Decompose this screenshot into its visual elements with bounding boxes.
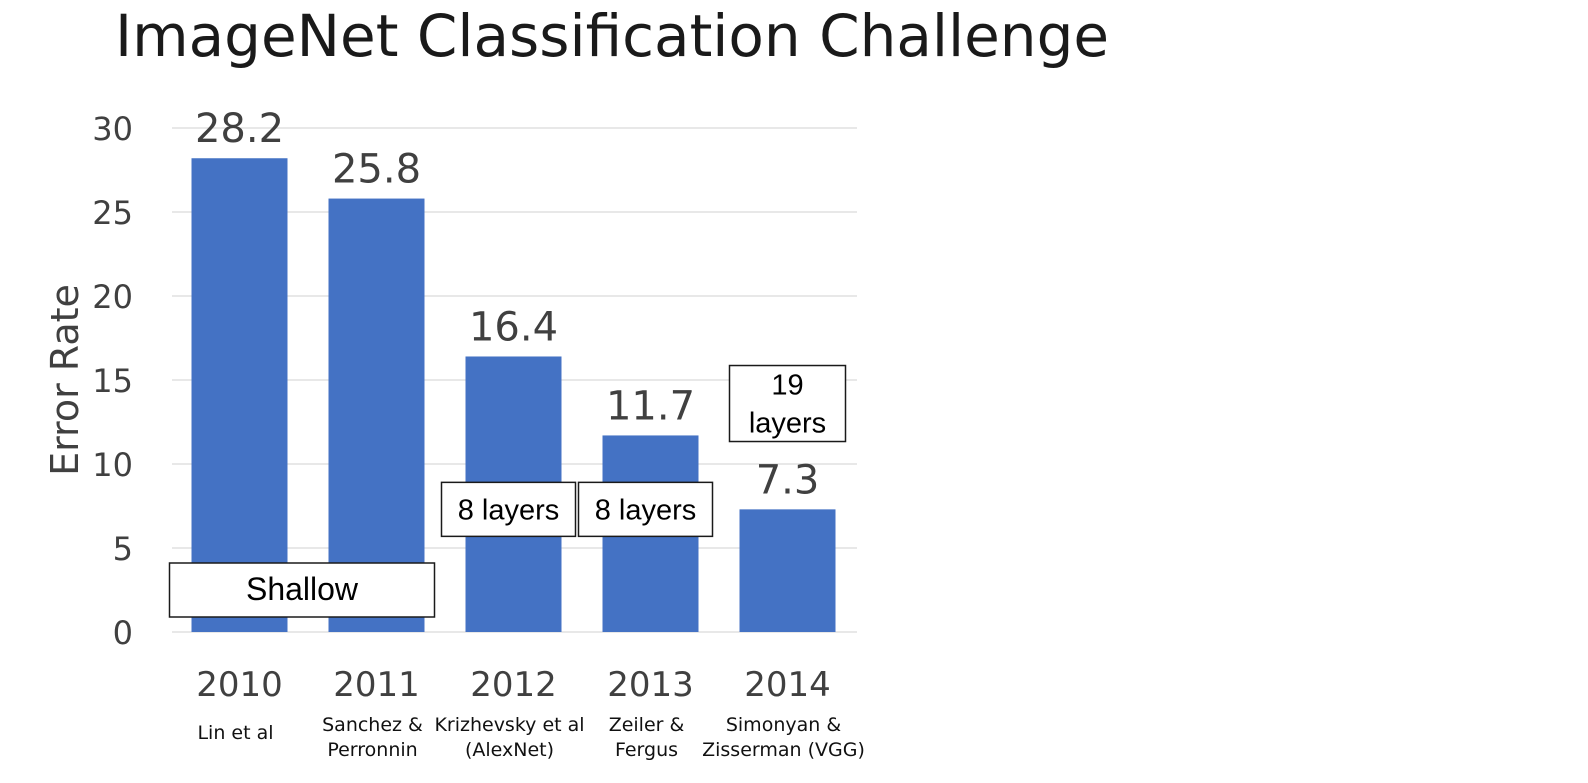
annotation-text: 19 <box>771 370 803 402</box>
bar-2011 <box>328 198 425 632</box>
annotation-box: 19 layers <box>728 364 847 443</box>
author-label: Sanchez & <box>322 714 423 736</box>
y-tick-label: 5 <box>113 530 133 568</box>
author-labels: Lin et al Sanchez & Perronnin Krizhevsky et… <box>197 714 864 761</box>
author-label: Perronnin <box>327 739 417 761</box>
author-label: Zeiler & <box>609 714 685 736</box>
data-label-2011: 25.8 <box>332 147 421 193</box>
x-tick-label-2012: 2012 <box>470 665 557 705</box>
x-tick-label-2014: 2014 <box>744 665 831 705</box>
data-label-2010: 28.2 <box>195 106 284 152</box>
y-tick-label: 0 <box>113 614 133 652</box>
x-tick-label-2013: 2013 <box>607 665 694 705</box>
data-label-2013: 11.7 <box>606 383 695 429</box>
annotation-frame <box>728 364 847 443</box>
author-label: Fergus <box>615 739 678 761</box>
annotation-text: 8 layers <box>595 494 697 526</box>
data-labels: 28.2 25.8 16.4 11.7 7.3 <box>195 106 819 503</box>
author-label: Simonyan & <box>726 714 841 736</box>
annotation-box: 8 layers <box>577 481 714 538</box>
slide-title: ImageNet Classification Challenge <box>115 2 1110 70</box>
y-axis-label: Error Rate <box>43 284 87 476</box>
x-tick-label-2011: 2011 <box>333 665 420 705</box>
data-label-2012: 16.4 <box>469 304 558 350</box>
bar-2014 <box>739 509 836 632</box>
author-label: Lin et al <box>197 722 273 744</box>
author-label: (AlexNet) <box>465 739 554 761</box>
annotation-text: Shallow <box>246 571 359 607</box>
annotation-box: 8 layers <box>440 481 577 538</box>
y-tick-label: 30 <box>92 110 133 148</box>
y-tick-label: 10 <box>92 446 133 484</box>
annotation-frame <box>168 562 436 618</box>
y-tick-label: 15 <box>92 362 133 400</box>
y-tick-label: 25 <box>92 194 133 232</box>
x-axis-ticks: 2010 2011 2012 2013 2014 <box>196 665 831 705</box>
annotation-box: Shallow <box>168 562 436 618</box>
annotation-frame <box>577 481 714 538</box>
annotation-text: 8 layers <box>458 494 560 526</box>
author-label: Krizhevsky et al <box>434 714 584 736</box>
x-tick-label-2010: 2010 <box>196 665 283 705</box>
data-label-2014: 7.3 <box>756 457 820 503</box>
y-tick-label: 20 <box>92 278 133 316</box>
annotations: Shallow 8 layers 8 layers 19 layers <box>168 364 847 618</box>
author-label: Zisserman (VGG) <box>702 739 865 761</box>
y-axis-ticks: 0 5 10 15 20 25 30 <box>92 110 133 652</box>
annotation-frame <box>440 481 577 538</box>
bar-2010 <box>191 158 288 633</box>
annotation-text: layers <box>749 408 826 440</box>
